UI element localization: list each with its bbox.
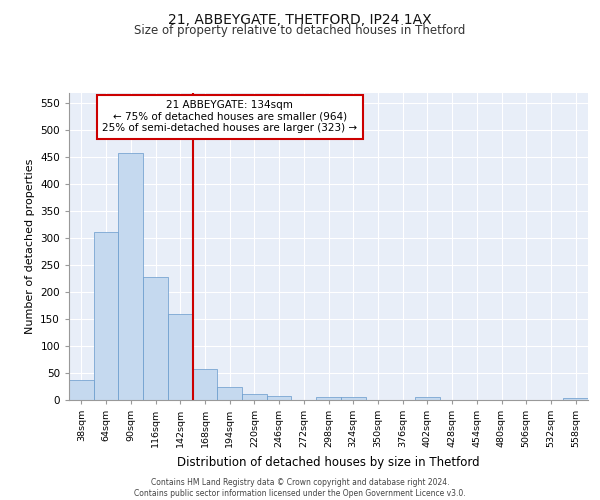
Bar <box>168 314 193 400</box>
Y-axis label: Number of detached properties: Number of detached properties <box>25 158 35 334</box>
Bar <box>217 386 242 400</box>
Text: Size of property relative to detached houses in Thetford: Size of property relative to detached ho… <box>134 24 466 37</box>
Bar <box>316 398 341 400</box>
Bar <box>341 397 365 400</box>
X-axis label: Distribution of detached houses by size in Thetford: Distribution of detached houses by size … <box>177 456 480 468</box>
Text: 21 ABBEYGATE: 134sqm
← 75% of detached houses are smaller (964)
25% of semi-deta: 21 ABBEYGATE: 134sqm ← 75% of detached h… <box>103 100 358 134</box>
Bar <box>563 398 588 400</box>
Text: 21, ABBEYGATE, THETFORD, IP24 1AX: 21, ABBEYGATE, THETFORD, IP24 1AX <box>168 12 432 26</box>
Text: Contains HM Land Registry data © Crown copyright and database right 2024.
Contai: Contains HM Land Registry data © Crown c… <box>134 478 466 498</box>
Bar <box>242 394 267 400</box>
Bar <box>415 398 440 400</box>
Bar <box>193 368 217 400</box>
Bar <box>94 232 118 400</box>
Bar <box>267 396 292 400</box>
Bar <box>118 154 143 400</box>
Bar <box>69 380 94 400</box>
Bar <box>143 277 168 400</box>
